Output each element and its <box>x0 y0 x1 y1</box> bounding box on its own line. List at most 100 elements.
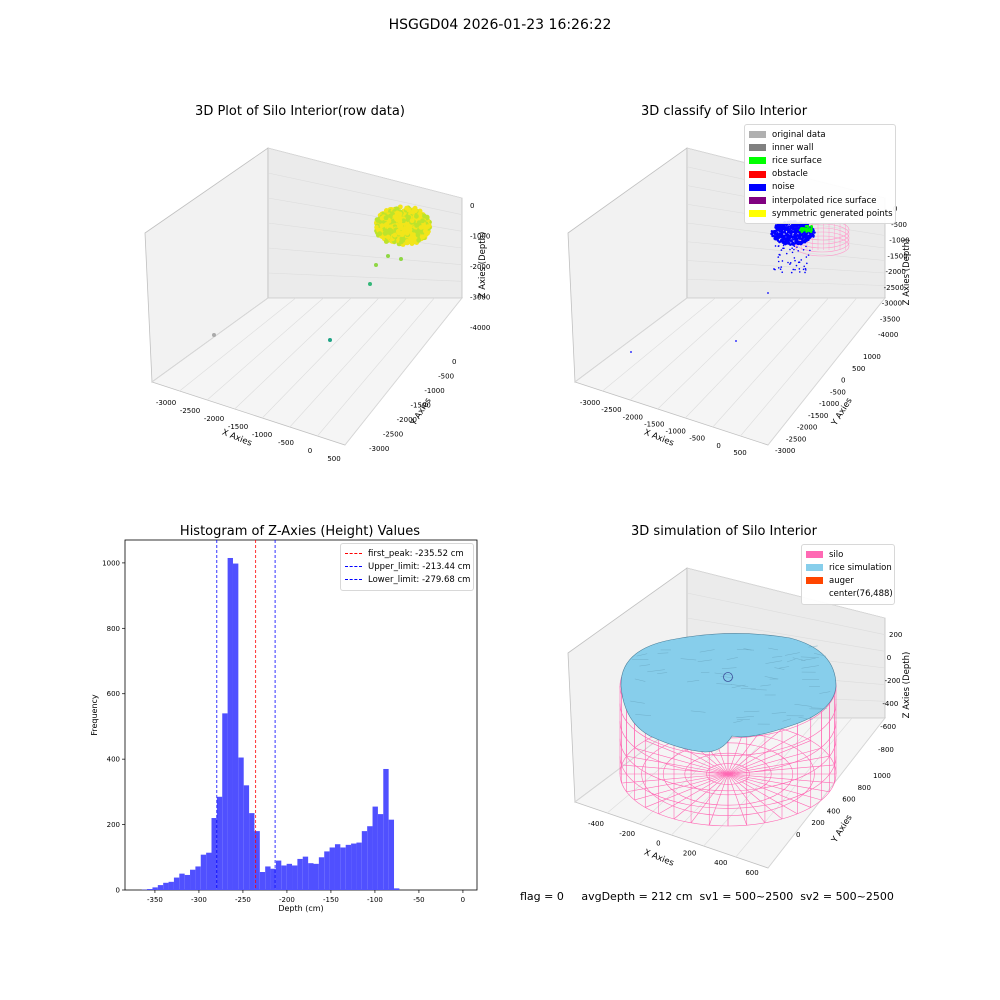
panel4-y-tick-label: 0 <box>796 831 800 839</box>
noise-point <box>800 259 803 261</box>
rice-surface-point <box>803 227 807 230</box>
panel2-y-tick-label: 0 <box>841 377 845 385</box>
x-tick-label: -250 <box>235 896 251 904</box>
noise-point <box>774 224 778 227</box>
panel2-x-tick-label: 0 <box>716 442 720 450</box>
histogram-bar <box>243 785 250 890</box>
silo-floor-spoke <box>645 773 729 808</box>
histogram-bar <box>238 757 244 890</box>
panel2-x-tick-label: -3000 <box>580 399 600 407</box>
panel2-z-tick-label: -4000 <box>878 331 898 339</box>
panel1-y-tick-label: -2000 <box>397 416 417 424</box>
noise-point <box>797 234 800 237</box>
silo-floor-spoke <box>727 733 798 775</box>
histogram-bar <box>184 874 191 890</box>
legend-line-swatch <box>345 579 362 581</box>
noise-point <box>774 245 777 247</box>
rice-mesh-line <box>760 684 771 687</box>
histogram-bar <box>340 847 346 890</box>
noise-point <box>778 230 782 233</box>
panel1-y-tick-label: 0 <box>452 358 456 366</box>
rice-mesh-line <box>731 684 746 689</box>
noise-point <box>780 249 783 251</box>
noise-point <box>791 247 793 250</box>
noise-point <box>781 260 784 262</box>
rice-surface-point <box>806 228 810 232</box>
panel1-z-tick-label: 0 <box>470 202 474 210</box>
rice-surface-point <box>810 229 813 232</box>
legend-swatch <box>749 183 766 191</box>
legend-label: Lower_limit: -279.68 cm <box>368 574 471 585</box>
noise-point <box>793 231 797 234</box>
noise-point <box>794 259 796 262</box>
panel2-y-tick-label: -1500 <box>808 412 828 420</box>
raw-data-point <box>406 214 412 220</box>
raw-data-point <box>416 237 422 243</box>
histogram-bar <box>318 857 325 890</box>
raw-data-point <box>418 225 424 230</box>
legend-item: first_peak: -235.52 cm <box>345 547 469 560</box>
rice-surface-point <box>806 226 809 229</box>
x-tick-label: -200 <box>279 896 295 904</box>
histogram-bar <box>227 557 233 890</box>
panel2-zlabel: Z Axies (Depth) <box>902 239 912 306</box>
silo-floor-spoke <box>727 773 835 784</box>
panel1-title: 3D Plot of Silo Interior(row data) <box>195 104 405 119</box>
legend-item: auger <box>806 574 890 587</box>
legend-label: symmetric generated points <box>772 208 893 219</box>
raw-data-point <box>392 214 398 220</box>
panel1-x-tick-label: -2500 <box>180 407 200 415</box>
raw-data-point <box>374 263 378 267</box>
grid-line <box>686 567 886 619</box>
noise-point <box>779 254 781 256</box>
panel2-x-tick-label: -1000 <box>666 428 686 436</box>
noise-point <box>788 237 791 240</box>
rice-mesh-line <box>810 707 827 709</box>
panel4-3d-simulation: -400-2000200400600020040060080010002000-… <box>567 567 912 877</box>
grid-line <box>767 717 886 869</box>
legend-item: center(76,488) <box>806 588 893 601</box>
panel1-back-pane <box>267 147 463 299</box>
grid-line <box>289 297 407 428</box>
legend-label: auger <box>829 575 854 586</box>
histogram-bar <box>152 887 158 890</box>
noise-point <box>789 262 792 264</box>
x-tick-label: 0 <box>461 896 465 904</box>
rice-mesh-line <box>794 704 812 707</box>
rice-surface-point <box>800 230 804 234</box>
noise-point <box>777 267 780 269</box>
raw-data-point <box>382 231 388 236</box>
silo-floor-spoke <box>727 728 783 775</box>
noise-point <box>780 238 784 242</box>
histogram-bar <box>351 843 357 890</box>
legend-item: symmetric generated points <box>749 207 893 220</box>
rice-mesh-line <box>798 717 813 720</box>
panel1-z-tick-label: -1000 <box>470 233 490 241</box>
noise-point <box>789 243 792 246</box>
noise-point <box>783 240 786 244</box>
rice-mesh-line <box>808 645 818 648</box>
panel4-z-tick-label: -800 <box>878 746 894 754</box>
raw-data-point <box>383 215 389 221</box>
rice-surface-point <box>809 230 812 233</box>
raw-data-point <box>404 205 410 211</box>
grid-line <box>686 278 886 286</box>
panel2-y-tick-label: -1000 <box>819 400 839 408</box>
raw-data-point <box>385 234 391 240</box>
raw-data-point <box>404 239 410 244</box>
noise-point <box>802 248 805 251</box>
noise-point <box>798 271 801 273</box>
histogram-bar <box>222 713 228 890</box>
panel1-3d-scatter: -3000 -2500 -2000 -1500 -1000 -500 0 500 0 -500 -1… <box>144 147 490 463</box>
rice-mesh-line <box>636 653 648 657</box>
histogram-bar <box>356 842 362 890</box>
noise-point <box>807 235 810 239</box>
legend-label: center(76,488) <box>829 589 893 600</box>
noise-point <box>791 251 794 254</box>
noise-point <box>794 236 798 240</box>
silo-floor-spoke <box>634 773 729 801</box>
histogram-bar <box>388 819 395 890</box>
raw-data-point <box>409 218 415 224</box>
histogram-bar <box>259 872 266 890</box>
raw-data-point <box>414 213 419 219</box>
